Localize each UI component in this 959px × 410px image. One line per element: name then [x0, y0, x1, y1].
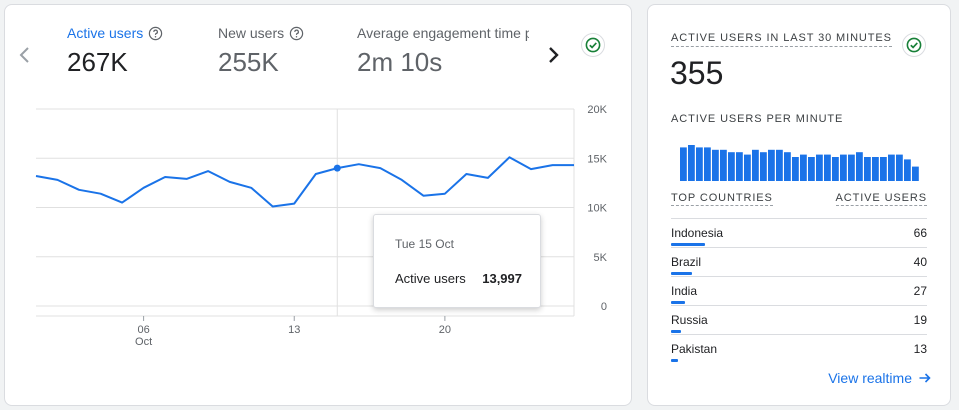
x-tick-label: 20	[439, 324, 451, 336]
minute-bar	[784, 152, 791, 181]
y-tick-label: 20K	[587, 104, 607, 116]
country-name: Brazil	[671, 255, 702, 269]
metric-value: 267K	[67, 47, 128, 77]
country-value: 19	[913, 313, 927, 327]
country-row[interactable]: Indonesia 66	[671, 218, 927, 248]
check-circle-icon	[906, 37, 922, 53]
country-value: 66	[913, 226, 927, 240]
minute-bar	[808, 157, 815, 181]
minute-bar	[744, 154, 751, 181]
metric-tab-active-users[interactable]: Active users 267K	[67, 25, 163, 78]
minute-bar	[824, 154, 831, 181]
minute-bar	[696, 147, 703, 181]
next-metric-button[interactable]	[545, 45, 561, 65]
tooltip-value: 13,997	[482, 271, 522, 286]
metric-value: 2m 10s	[357, 47, 443, 77]
y-tick-label: 5K	[594, 252, 608, 264]
view-realtime-link[interactable]: View realtime	[828, 370, 932, 386]
tooltip-date: Tue 15 Oct	[395, 237, 454, 251]
minute-bar	[752, 149, 759, 181]
minute-bar	[720, 149, 727, 181]
y-tick-label: 10K	[587, 203, 607, 215]
chevron-left-icon	[19, 47, 29, 63]
minute-bar	[896, 154, 903, 181]
check-circle-icon	[585, 37, 601, 53]
metric-tab-average-engagement-time[interactable]: Average engagement time p 2m 10s	[357, 25, 529, 78]
minute-bar	[816, 154, 823, 181]
country-value: 13	[913, 342, 927, 356]
minute-bar	[888, 154, 895, 181]
country-share-bar	[671, 359, 678, 362]
per-minute-label: ACTIVE USERS PER MINUTE	[671, 113, 844, 125]
country-name: India	[671, 284, 698, 298]
minute-bar	[872, 157, 879, 181]
country-value: 40	[913, 255, 927, 269]
minute-bar	[704, 147, 711, 181]
minute-bar	[848, 154, 855, 181]
series-line-active-users	[35, 156, 574, 208]
minute-bar	[904, 159, 911, 181]
minute-bar	[736, 152, 743, 181]
country-share-bar	[671, 272, 692, 275]
x-tick-label: Oct	[135, 336, 152, 348]
country-row[interactable]: Pakistan 13	[671, 334, 927, 364]
country-row[interactable]: Brazil 40	[671, 247, 927, 277]
minute-bar	[728, 152, 735, 181]
top-countries-header[interactable]: TOP COUNTRIES	[671, 192, 773, 206]
minute-bar	[688, 145, 695, 181]
minute-bar	[792, 157, 799, 181]
realtime-card: ACTIVE USERS IN LAST 30 MINUTES 355 ACTI…	[647, 4, 951, 406]
chevron-right-icon	[549, 47, 559, 63]
view-realtime-label: View realtime	[828, 370, 912, 386]
metric-label: New users	[218, 25, 285, 41]
x-tick-label: 13	[288, 324, 300, 336]
y-tick-label: 0	[601, 301, 607, 313]
realtime-title[interactable]: ACTIVE USERS IN LAST 30 MINUTES	[671, 32, 892, 47]
country-name: Indonesia	[671, 226, 724, 240]
metric-value: 255K	[218, 47, 279, 77]
highlighted-point	[333, 164, 341, 172]
country-share-bar	[671, 301, 685, 304]
minute-bar	[712, 149, 719, 181]
arrow-right-icon	[919, 373, 931, 383]
country-row[interactable]: Russia 19	[671, 305, 927, 335]
data-quality-status[interactable]	[581, 33, 605, 57]
country-share-bar	[671, 330, 681, 333]
country-name: Russia	[671, 313, 708, 327]
tooltip-metric-label: Active users	[395, 271, 466, 286]
chart-tooltip: Tue 15 Oct Active users 13,997	[373, 214, 541, 308]
minute-bar	[864, 157, 871, 181]
minute-bar	[776, 149, 783, 181]
active-tab-indicator	[67, 4, 163, 5]
minute-bar	[760, 152, 767, 181]
help-circle-icon[interactable]	[289, 26, 304, 41]
country-value: 27	[913, 284, 927, 298]
realtime-status[interactable]	[902, 33, 926, 57]
minute-bar	[840, 154, 847, 181]
minute-bar	[856, 152, 863, 181]
metric-label: Active users	[67, 25, 144, 41]
previous-metric-button[interactable]	[17, 45, 33, 65]
active-users-header[interactable]: ACTIVE USERS	[835, 192, 927, 206]
country-share-bar	[671, 243, 705, 246]
minute-bar	[832, 157, 839, 181]
metric-tab-new-users[interactable]: New users 255K	[218, 25, 304, 78]
help-circle-icon[interactable]	[148, 26, 163, 41]
main-report-card: 0 5K 10K 15K 20K 06 Oct 13 20 Active users 267K …	[4, 4, 632, 406]
per-minute-bar-chart	[680, 145, 919, 181]
minute-bar	[912, 166, 919, 181]
minute-bar	[880, 157, 887, 181]
metric-label: Average engagement time p	[357, 25, 529, 41]
country-row[interactable]: India 27	[671, 276, 927, 306]
y-tick-label: 15K	[587, 153, 607, 165]
country-name: Pakistan	[671, 342, 718, 356]
minute-bar	[800, 154, 807, 181]
minute-bar	[768, 149, 775, 181]
realtime-active-users-count: 355	[670, 55, 724, 91]
minute-bar	[680, 147, 687, 181]
x-tick-label: 06	[137, 324, 149, 336]
